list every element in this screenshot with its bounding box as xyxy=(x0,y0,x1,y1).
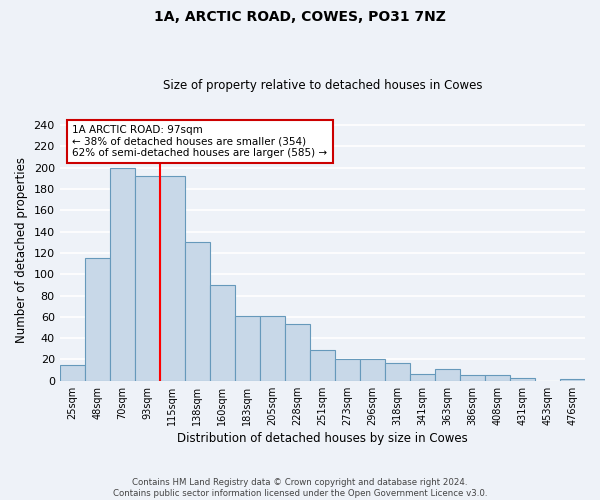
Bar xyxy=(385,362,410,381)
Text: 1A ARCTIC ROAD: 97sqm
← 38% of detached houses are smaller (354)
62% of semi-det: 1A ARCTIC ROAD: 97sqm ← 38% of detached … xyxy=(72,125,327,158)
Bar xyxy=(85,258,110,381)
Y-axis label: Number of detached properties: Number of detached properties xyxy=(15,157,28,343)
X-axis label: Distribution of detached houses by size in Cowes: Distribution of detached houses by size … xyxy=(177,432,468,445)
Bar xyxy=(460,376,485,381)
Bar xyxy=(210,285,235,381)
Text: 1A, ARCTIC ROAD, COWES, PO31 7NZ: 1A, ARCTIC ROAD, COWES, PO31 7NZ xyxy=(154,10,446,24)
Bar xyxy=(185,242,210,381)
Bar xyxy=(260,316,285,381)
Bar xyxy=(510,378,535,381)
Bar xyxy=(410,374,435,381)
Bar xyxy=(135,176,160,381)
Bar xyxy=(59,365,85,381)
Bar xyxy=(110,168,135,381)
Bar xyxy=(285,324,310,381)
Title: Size of property relative to detached houses in Cowes: Size of property relative to detached ho… xyxy=(163,79,482,92)
Bar xyxy=(235,316,260,381)
Bar xyxy=(160,176,185,381)
Text: Contains HM Land Registry data © Crown copyright and database right 2024.
Contai: Contains HM Land Registry data © Crown c… xyxy=(113,478,487,498)
Bar xyxy=(485,376,510,381)
Bar xyxy=(360,360,385,381)
Bar xyxy=(310,350,335,381)
Bar xyxy=(435,369,460,381)
Bar xyxy=(560,378,585,381)
Bar xyxy=(335,360,360,381)
